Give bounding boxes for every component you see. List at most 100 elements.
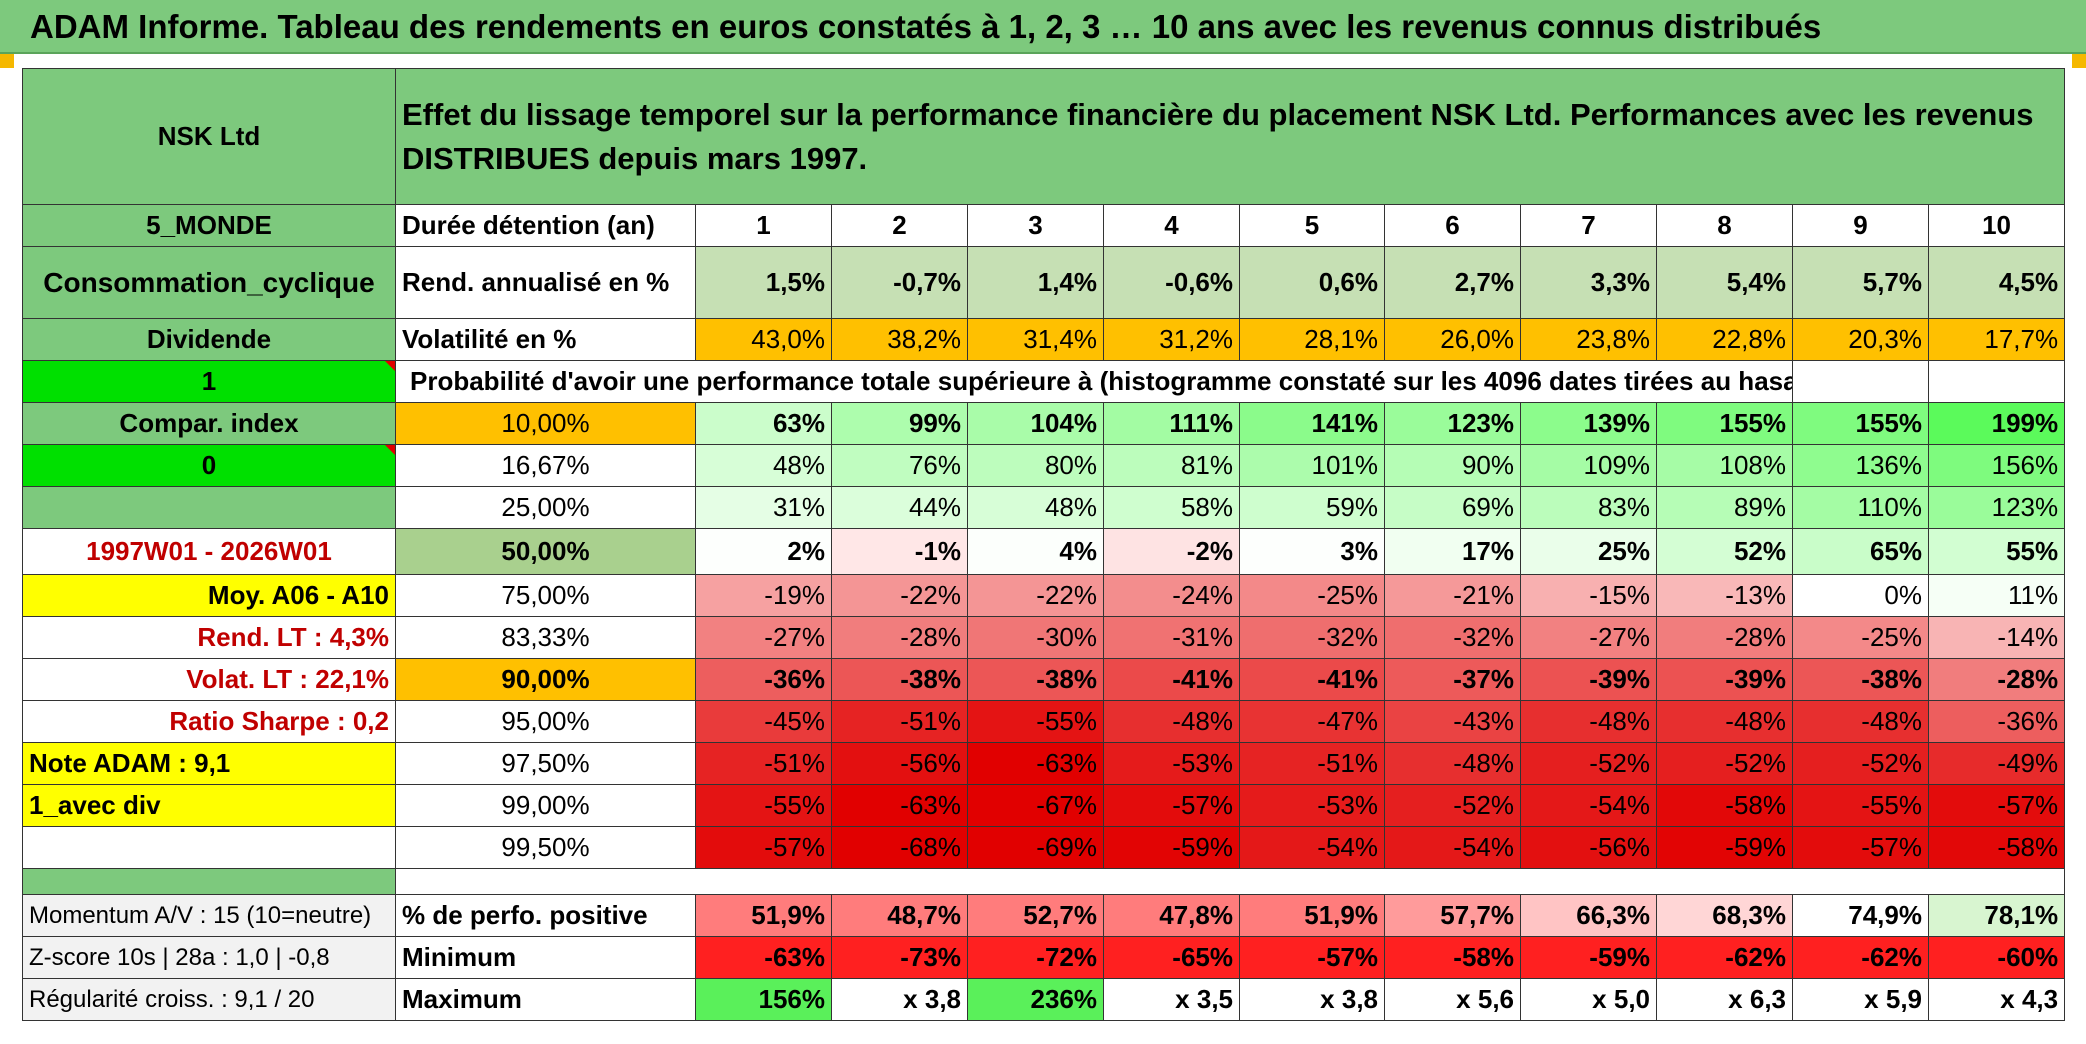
quantile-value: -14% <box>1927 616 2066 659</box>
minimum-value: -60% <box>1927 936 2066 979</box>
quantile-value: 111% <box>1103 402 1240 445</box>
quantile-value: 123% <box>1384 402 1521 445</box>
quantile-value: -27% <box>695 616 832 659</box>
quantile-value: 55% <box>1927 528 2066 575</box>
quantile-value: 80% <box>967 444 1104 487</box>
quantile-label: 25,00% <box>395 486 696 529</box>
quantile-label: 99,00% <box>395 784 696 827</box>
quantile-label: 83,33% <box>395 616 696 659</box>
quantile-value: -56% <box>831 742 968 785</box>
quantile-value: -69% <box>967 826 1104 869</box>
perfo-positive-value: 66,3% <box>1520 894 1657 937</box>
avec-div-label: 1_avec div <box>22 784 396 827</box>
quantile-value: -15% <box>1520 574 1657 617</box>
rend-value: 1,5% <box>695 246 832 319</box>
quantile-value: -25% <box>1239 574 1385 617</box>
quantile-value: -32% <box>1384 616 1521 659</box>
quantile-value: -57% <box>1792 826 1929 869</box>
vol-value: 23,8% <box>1520 318 1657 361</box>
quantile-value: -13% <box>1656 574 1793 617</box>
spacer <box>394 868 2066 895</box>
rend-lt-label: Rend. LT : 4,3% <box>22 616 396 659</box>
quantile-value: 83% <box>1520 486 1657 529</box>
quantile-value: -59% <box>1103 826 1240 869</box>
vol-value: 31,4% <box>967 318 1104 361</box>
quantile-value: -56% <box>1520 826 1657 869</box>
year-header: 4 <box>1103 204 1240 247</box>
momentum-label: Momentum A/V : 15 (10=neutre) <box>22 894 396 937</box>
corner-marker-right <box>2072 54 2086 68</box>
quantile-value: 17% <box>1384 528 1521 575</box>
quantile-value: 110% <box>1792 486 1929 529</box>
returns-table: NSK Ltd Effet du lissage temporel sur la … <box>22 68 2066 1021</box>
quantile-value: -55% <box>967 700 1104 743</box>
quantile-value: 11% <box>1927 574 2066 617</box>
year-header: 1 <box>695 204 832 247</box>
quantile-value: -1% <box>831 528 968 575</box>
quantile-label: 90,00% <box>395 658 696 701</box>
quantile-value: -52% <box>1520 742 1657 785</box>
quantile-value: -22% <box>831 574 968 617</box>
quantile-value: -51% <box>695 742 832 785</box>
quantile-value: -38% <box>1792 658 1929 701</box>
year-header: 7 <box>1520 204 1657 247</box>
year-header: 3 <box>967 204 1104 247</box>
quantile-value: 44% <box>831 486 968 529</box>
quantile-value: -49% <box>1927 742 2066 785</box>
flag-zero: 0 <box>22 444 396 487</box>
quantile-value: -30% <box>967 616 1104 659</box>
quantile-value: 101% <box>1239 444 1385 487</box>
maximum-value: x 3,5 <box>1103 978 1240 1021</box>
rend-label: Rend. annualisé en % <box>395 246 696 319</box>
quantile-value: 139% <box>1520 402 1657 445</box>
quantile-value: -54% <box>1520 784 1657 827</box>
quantile-value: -28% <box>1927 658 2066 701</box>
quantile-value: -36% <box>1927 700 2066 743</box>
quantile-value: 104% <box>967 402 1104 445</box>
quantile-value: -57% <box>1103 784 1240 827</box>
minimum-value: -59% <box>1520 936 1657 979</box>
rend-value: 1,4% <box>967 246 1104 319</box>
maximum-value: x 3,8 <box>831 978 968 1021</box>
quantile-value: -53% <box>1239 784 1385 827</box>
quantile-value: -39% <box>1656 658 1793 701</box>
year-header: 2 <box>831 204 968 247</box>
quantile-value: -25% <box>1792 616 1929 659</box>
quantile-value: -57% <box>695 826 832 869</box>
quantile-value: 76% <box>831 444 968 487</box>
quantile-value: -57% <box>1927 784 2066 827</box>
quantile-value: 136% <box>1792 444 1929 487</box>
quantile-value: -22% <box>967 574 1104 617</box>
zone-label: 5_MONDE <box>22 204 396 247</box>
flag-one: 1 <box>22 360 396 403</box>
maximum-value: 236% <box>967 978 1104 1021</box>
maximum-value: x 5,6 <box>1384 978 1521 1021</box>
quantile-value: -48% <box>1520 700 1657 743</box>
quantile-value: -38% <box>967 658 1104 701</box>
regularite-label: Régularité croiss. : 9,1 / 20 <box>22 978 396 1021</box>
quantile-value: -48% <box>1792 700 1929 743</box>
quantile-label: 99,50% <box>395 826 696 869</box>
quantile-value: 89% <box>1656 486 1793 529</box>
quantile-value: -54% <box>1239 826 1385 869</box>
compar-index-label: Compar. index <box>22 402 396 445</box>
quantile-value: 63% <box>695 402 832 445</box>
table-description: Effet du lissage temporel sur la perform… <box>394 68 2066 205</box>
minimum-value: -62% <box>1792 936 1929 979</box>
empty-cell <box>22 826 396 869</box>
moy-label: Moy. A06 - A10 <box>22 574 396 617</box>
quantile-value: -31% <box>1103 616 1240 659</box>
quantile-value: -43% <box>1384 700 1521 743</box>
vol-value: 43,0% <box>695 318 832 361</box>
quantile-value: -51% <box>1239 742 1385 785</box>
quantile-label: 95,00% <box>395 700 696 743</box>
perfo-positive-value: 47,8% <box>1103 894 1240 937</box>
rend-value: 5,7% <box>1792 246 1929 319</box>
quantile-value: 48% <box>967 486 1104 529</box>
quantile-value: 0% <box>1792 574 1929 617</box>
asset-name: NSK Ltd <box>22 68 396 205</box>
minimum-value: -63% <box>695 936 832 979</box>
quantile-value: -58% <box>1927 826 2066 869</box>
maximum-value: x 6,3 <box>1656 978 1793 1021</box>
perfo-positive-value: 51,9% <box>1239 894 1385 937</box>
